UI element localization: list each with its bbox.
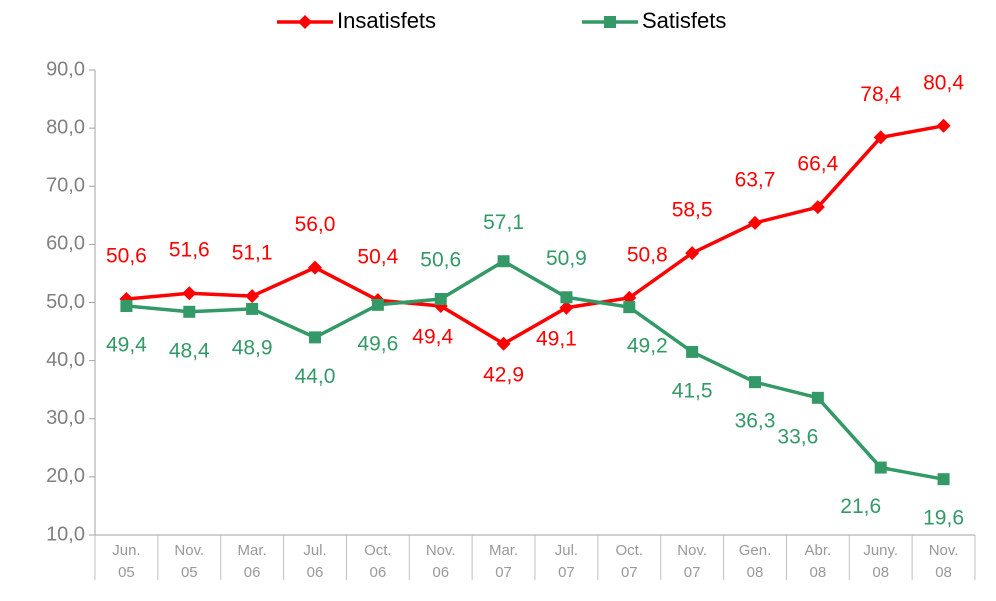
y-tick-label: 40,0	[46, 349, 85, 371]
x-tick-label: Gen. 08	[739, 542, 772, 581]
marker	[749, 376, 761, 389]
y-tick-label: 60,0	[46, 233, 85, 255]
marker	[497, 255, 510, 268]
marker	[183, 305, 196, 318]
x-tick-label: Nov. 05	[174, 542, 204, 581]
data-label: 41,5	[672, 379, 713, 402]
x-tick-label: Nov. 08	[929, 542, 959, 581]
data-label: 50,6	[420, 249, 461, 272]
data-label: 48,9	[232, 336, 273, 359]
data-label: 49,2	[627, 335, 668, 358]
x-tick-label: Abr. 08	[805, 542, 832, 581]
y-tick-label: 70,0	[46, 175, 85, 197]
legend-label: Insatisfets	[337, 8, 436, 33]
data-label: 57,1	[483, 211, 524, 234]
legend-marker	[604, 16, 616, 28]
legend-marker	[298, 15, 312, 29]
y-tick-label: 10,0	[46, 523, 85, 545]
y-tick-label: 20,0	[46, 465, 85, 487]
x-tick-label: Oct. 07	[616, 542, 644, 581]
data-label: 36,3	[735, 410, 776, 433]
data-label: 49,1	[536, 327, 577, 350]
data-label: 48,4	[169, 339, 210, 362]
x-tick-label: Nov. 07	[677, 542, 707, 581]
data-label: 56,0	[295, 213, 336, 236]
legend-label: Satisfets	[642, 8, 726, 33]
marker	[560, 291, 573, 304]
marker	[811, 391, 824, 404]
marker	[434, 293, 447, 306]
marker	[371, 298, 384, 311]
x-tick-label: Juny. 08	[863, 542, 898, 581]
marker	[245, 289, 260, 304]
data-label: 49,4	[106, 334, 147, 357]
data-label: 33,6	[777, 425, 818, 448]
x-tick-label: Oct. 06	[364, 542, 392, 581]
marker	[686, 345, 699, 358]
data-label: 44,0	[295, 365, 336, 388]
series-line	[126, 259, 944, 481]
marker	[496, 336, 511, 351]
data-label: 21,6	[840, 495, 881, 518]
data-label: 80,4	[923, 71, 964, 94]
series-line	[126, 124, 944, 346]
x-tick-label: Jun. 05	[112, 542, 140, 581]
marker	[309, 331, 321, 344]
data-label: 50,4	[357, 246, 398, 269]
marker	[810, 200, 825, 215]
data-label: 50,6	[106, 245, 147, 268]
x-tick-label: Jul. 07	[555, 542, 578, 581]
marker	[937, 473, 950, 486]
x-tick-label: Nov. 06	[426, 542, 456, 581]
y-tick-label: 30,0	[46, 407, 85, 429]
data-label: 51,6	[169, 239, 210, 262]
marker	[120, 299, 133, 312]
data-label: 49,6	[357, 332, 398, 355]
data-label: 42,9	[483, 363, 524, 386]
marker	[748, 215, 762, 230]
data-label: 78,4	[860, 83, 901, 106]
y-tick-label: 80,0	[46, 116, 85, 138]
x-tick-label: Jul. 06	[303, 542, 326, 581]
marker	[873, 130, 888, 145]
data-label: 49,4	[412, 326, 453, 349]
marker	[182, 286, 197, 301]
data-label: 19,6	[923, 507, 964, 530]
marker	[685, 246, 700, 261]
x-tick-label: Mar. 07	[489, 542, 518, 581]
marker	[308, 260, 322, 275]
data-label: 63,7	[735, 168, 776, 191]
marker	[559, 300, 574, 315]
data-label: 50,8	[627, 243, 668, 266]
data-label: 50,9	[546, 247, 587, 270]
x-tick-label: Mar. 06	[238, 542, 267, 581]
marker	[936, 118, 951, 133]
y-tick-label: 50,0	[46, 291, 85, 313]
y-tick-label: 90,0	[46, 58, 85, 80]
marker	[623, 301, 636, 314]
data-label: 66,4	[797, 153, 838, 176]
data-label: 58,5	[672, 199, 713, 222]
data-label: 51,1	[232, 242, 273, 265]
marker	[874, 461, 887, 474]
marker	[246, 302, 259, 315]
